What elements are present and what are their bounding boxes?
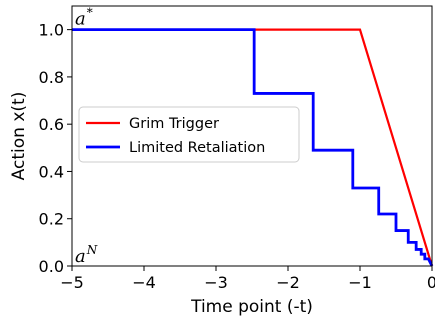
legend-label-1: Grim Trigger: [129, 116, 219, 132]
annotation-a-n: aN: [75, 243, 98, 267]
x-axis-label: Time point (-t): [190, 297, 313, 317]
y-axis-label: Action x(t): [9, 92, 29, 181]
x-tick-label: −1: [348, 273, 372, 292]
x-tick-label: −3: [204, 273, 228, 292]
series-line-2: [72, 28, 434, 267]
series-layer: [72, 28, 434, 267]
x-tick-label: −2: [276, 273, 300, 292]
y-tick-label: 0.2: [39, 210, 64, 229]
legend-box: [78, 106, 300, 163]
x-tick-label: 0: [427, 273, 435, 292]
annotations: a* aN: [75, 6, 98, 267]
y-tick-label: 0.6: [39, 115, 64, 134]
legend: Grim Trigger Limited Retaliation: [78, 106, 300, 163]
ticks-layer: −5 −4 −3 −2 −1 0 0.0 0.2 0.4 0.6 0.8 1.0: [39, 21, 435, 292]
legend-label-2: Limited Retaliation: [129, 140, 265, 156]
y-tick-label: 0.8: [39, 68, 64, 87]
plot-frame: [71, 5, 433, 267]
x-tick-label: −5: [60, 273, 84, 292]
y-tick-label: 0.4: [39, 162, 64, 181]
y-tick-label: 0.0: [39, 257, 64, 276]
y-tick-label: 1.0: [39, 21, 64, 40]
x-tick-label: −4: [132, 273, 156, 292]
annotation-a-star: a*: [75, 6, 93, 30]
